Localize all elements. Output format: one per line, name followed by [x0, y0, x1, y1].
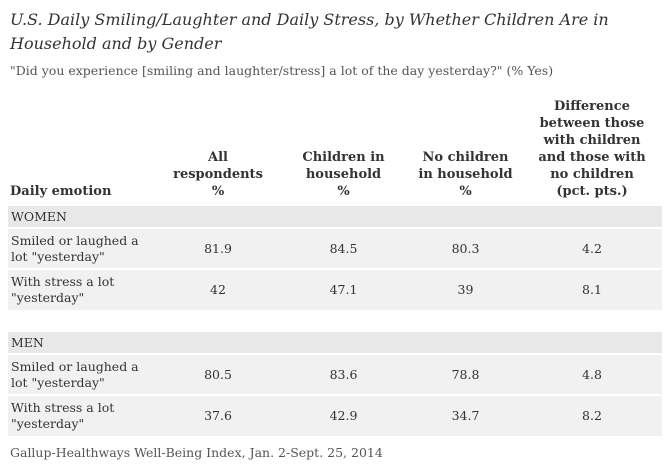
cell-all-respondents: 42 — [158, 268, 278, 310]
section-label: WOMEN — [8, 204, 662, 228]
cell-difference: 4.2 — [522, 227, 662, 269]
header-line: between those — [539, 116, 645, 131]
header-daily-emotion: Daily emotion — [10, 184, 112, 199]
cell-all-respondents: 37.6 — [158, 394, 278, 436]
cell-no-children: 80.3 — [409, 227, 522, 269]
spacer-row — [8, 310, 662, 331]
cell-no-children: 78.8 — [409, 353, 522, 395]
cell-children: 84.5 — [278, 227, 409, 269]
table-row: Smiled or laughed a lot "yesterday" 81.9… — [8, 227, 662, 269]
table-row: Smiled or laughed a lot "yesterday" 80.5… — [8, 353, 662, 395]
table-row: With stress a lot "yesterday" 37.6 42.9 … — [8, 394, 662, 436]
header-line: with children — [543, 133, 641, 148]
header-line: % — [337, 184, 350, 199]
cell-no-children: 39 — [409, 268, 522, 310]
cell-all-respondents: 81.9 — [158, 227, 278, 269]
section-row-men: MEN — [8, 330, 662, 354]
header-line: (pct. pts.) — [556, 184, 628, 199]
cell-no-children: 34.7 — [409, 394, 522, 436]
header-line: household — [305, 167, 382, 182]
cell-difference: 8.1 — [522, 268, 662, 310]
header-line: No children — [422, 150, 509, 165]
row-label: With stress a lot "yesterday" — [8, 394, 158, 436]
cell-difference: 4.8 — [522, 353, 662, 395]
cell-children: 47.1 — [278, 268, 409, 310]
header-line: no children — [550, 167, 634, 182]
section-label: MEN — [8, 330, 662, 354]
header-line: % — [459, 184, 472, 199]
cell-all-respondents: 80.5 — [158, 353, 278, 395]
source-note: Gallup-Healthways Well-Being Index, Jan.… — [10, 445, 383, 460]
section-row-women: WOMEN — [8, 204, 662, 228]
cell-difference: 8.2 — [522, 394, 662, 436]
table-header-row: Daily emotion All respondents % Children… — [8, 94, 662, 205]
table-row: With stress a lot "yesterday" 42 47.1 39… — [8, 268, 662, 310]
header-no-children-in-household: No children in household % — [409, 94, 522, 205]
header-line: % — [211, 184, 225, 199]
chart-title: U.S. Daily Smiling/Laughter and Daily St… — [10, 10, 609, 53]
header-all-respondents: All respondents % — [158, 94, 278, 205]
header-difference: Difference between those with children a… — [522, 94, 662, 205]
header-line: respondents — [173, 167, 263, 182]
data-table: Daily emotion All respondents % Children… — [8, 94, 662, 436]
cell-children: 42.9 — [278, 394, 409, 436]
header-line: Difference — [554, 99, 630, 114]
cell-children: 83.6 — [278, 353, 409, 395]
header-line: All — [208, 150, 228, 165]
chart-subtitle: "Did you experience [smiling and laughte… — [10, 63, 554, 78]
header-line: in household — [418, 167, 513, 182]
row-label: With stress a lot "yesterday" — [8, 268, 158, 310]
header-line: and those with — [538, 150, 646, 165]
header-line: Children in — [302, 150, 385, 165]
header-children-in-household: Children in household % — [278, 94, 409, 205]
row-label: Smiled or laughed a lot "yesterday" — [8, 227, 158, 269]
row-label: Smiled or laughed a lot "yesterday" — [8, 353, 158, 395]
